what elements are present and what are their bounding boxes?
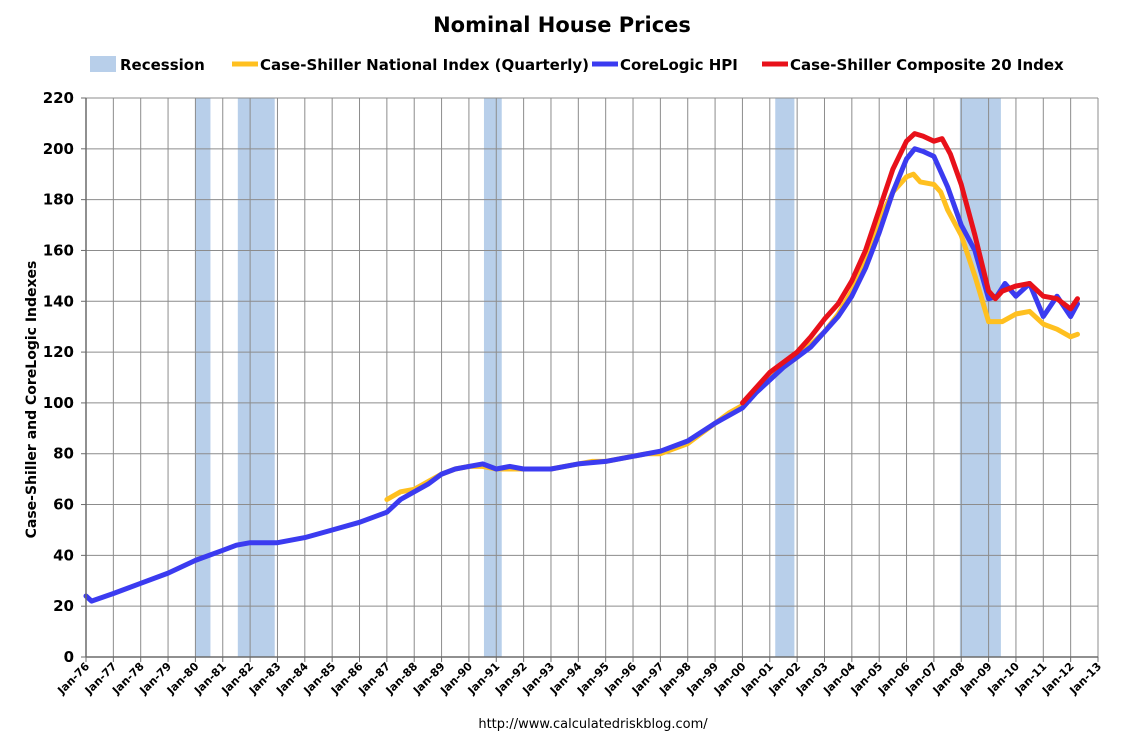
y-tick-label-40: 40 [53,546,74,564]
legend-label-2: CoreLogic HPI [620,56,738,74]
recession-band-3 [483,98,502,657]
y-tick-label-120: 120 [43,343,74,361]
gridlines [86,97,1099,657]
y-tick-label-60: 60 [53,496,74,514]
y-tick-label-140: 140 [43,292,74,310]
y-tick-label-0: 0 [64,648,74,666]
chart-title: Nominal House Prices [433,13,691,37]
recession-band-1 [195,98,211,657]
y-tick-label-100: 100 [43,394,74,412]
y-tick-label-80: 80 [53,445,74,463]
y-axis-label: Case-Shiller and CoreLogic Indexes [24,261,40,539]
axes [81,97,1099,662]
legend: Recession Case-Shiller National Index (Qu… [90,56,1064,74]
y-tick-labels: 0 20 40 60 80 100 120 140 160 180 200 220 [43,89,74,666]
source-url: http://www.calculatedriskblog.com/ [478,717,708,732]
legend-swatch-recession [90,56,116,72]
recession-band-2 [237,98,275,657]
legend-label-3: Case-Shiller Composite 20 Index [790,56,1064,74]
y-tick-label-200: 200 [43,140,74,158]
recession-bands [195,98,1001,657]
series-line-3 [739,131,1080,406]
legend-label-recession: Recession [120,56,205,74]
recession-band-4 [775,98,795,657]
recession-band-5 [959,98,1001,657]
y-tick-label-20: 20 [53,597,74,615]
y-tick-label-220: 220 [43,89,74,107]
series-line-2 [83,146,1080,604]
series-lines [83,131,1080,604]
legend-label-1: Case-Shiller National Index (Quarterly) [260,56,589,74]
y-tick-label-160: 160 [43,241,74,259]
y-tick-label-180: 180 [43,191,74,209]
